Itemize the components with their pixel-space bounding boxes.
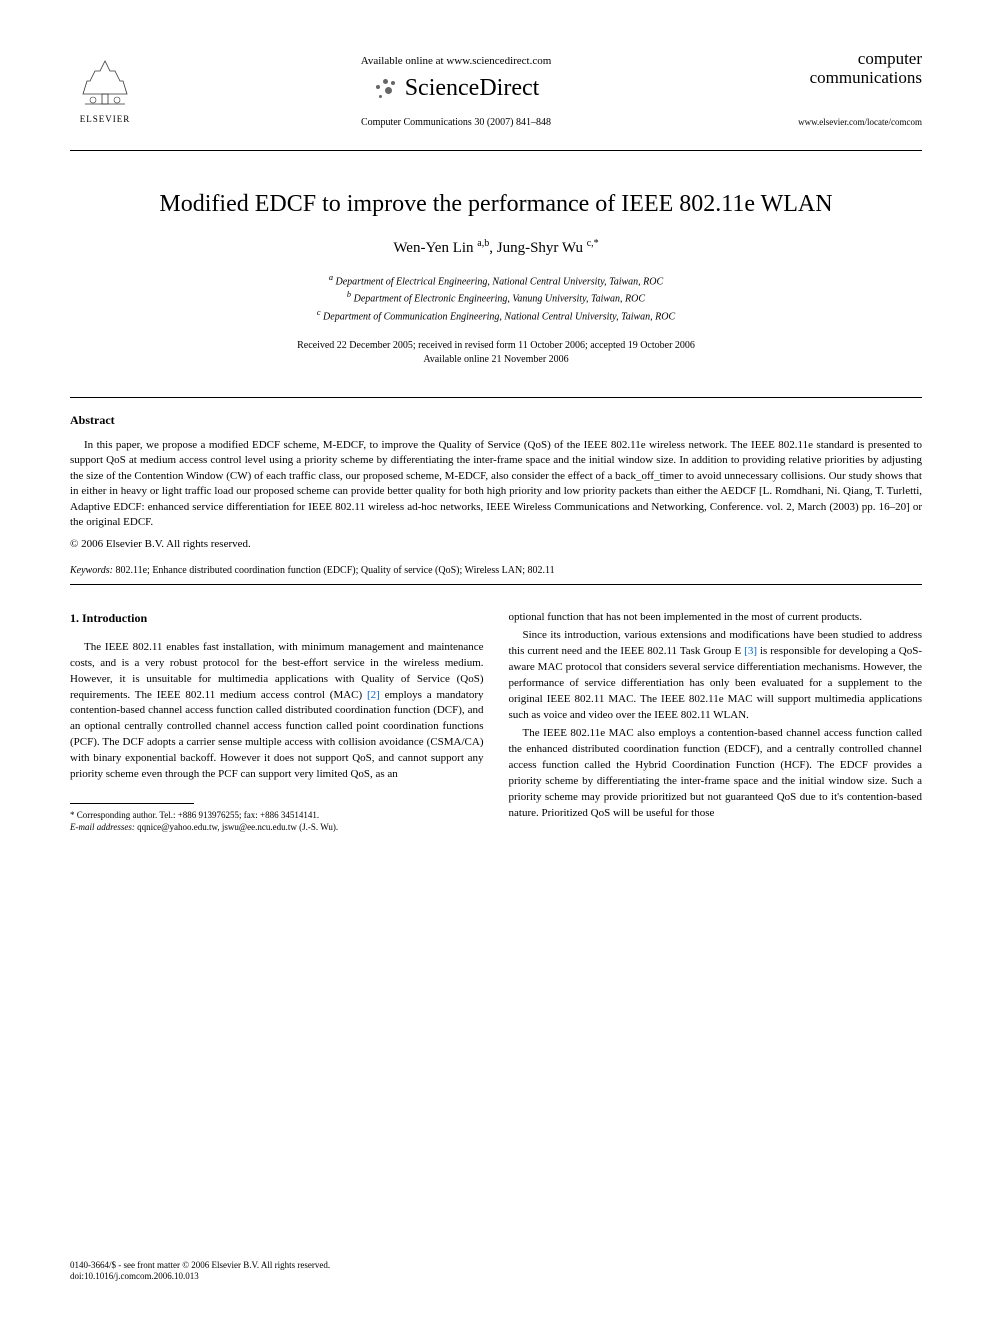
keywords-text: 802.11e; Enhance distributed coordinatio…	[113, 565, 555, 576]
para-3: Since its introduction, various extensio…	[509, 628, 923, 724]
footnote-divider	[70, 803, 194, 804]
elsevier-tree-icon	[75, 56, 135, 111]
journal-logo: computer communications www.elsevier.com…	[772, 50, 922, 127]
ref-link-3[interactable]: [3]	[744, 645, 757, 657]
author-2-sup: c,*	[587, 238, 599, 249]
keywords-label: Keywords:	[70, 565, 113, 576]
abstract-text: In this paper, we propose a modified EDC…	[70, 438, 922, 530]
citation-text: Computer Communications 30 (2007) 841–84…	[140, 117, 772, 128]
footnote-email: E-mail addresses: qqnice@yahoo.edu.tw, j…	[70, 822, 484, 834]
elsevier-logo: ELSEVIER	[70, 50, 140, 130]
para-1: The IEEE 802.11 enables fast installatio…	[70, 640, 484, 783]
article-title: Modified EDCF to improve the performance…	[70, 191, 922, 218]
section-1-heading: 1. Introduction	[70, 610, 484, 627]
available-online-text: Available online at www.sciencedirect.co…	[140, 55, 772, 67]
author-1: Wen-Yen Lin	[393, 240, 477, 256]
authors: Wen-Yen Lin a,b, Jung-Shyr Wu c,*	[70, 238, 922, 257]
para-4: The IEEE 802.11e MAC also employs a cont…	[509, 726, 923, 822]
footnote-corresponding: * Corresponding author. Tel.: +886 91397…	[70, 810, 484, 822]
footer-line2: doi:10.1016/j.comcom.2006.10.013	[70, 1271, 330, 1283]
ref-link-2[interactable]: [2]	[367, 689, 380, 701]
sciencedirect-icon	[373, 77, 397, 101]
header-divider	[70, 150, 922, 151]
center-header: Available online at www.sciencedirect.co…	[140, 50, 772, 128]
abstract-top-divider	[70, 397, 922, 398]
sciencedirect-brand: ScienceDirect	[140, 75, 772, 102]
footer-line1: 0140-3664/$ - see front matter © 2006 El…	[70, 1260, 330, 1272]
affiliation-c: c Department of Communication Engineerin…	[70, 307, 922, 324]
para-2: optional function that has not been impl…	[509, 610, 923, 626]
author-sep: , Jung-Shyr Wu	[489, 240, 586, 256]
right-column: optional function that has not been impl…	[509, 610, 923, 833]
page-footer: 0140-3664/$ - see front matter © 2006 El…	[70, 1260, 330, 1283]
affiliations: a Department of Electrical Engineering, …	[70, 272, 922, 324]
dates: Received 22 December 2005; received in r…	[70, 339, 922, 367]
affiliation-a: a Department of Electrical Engineering, …	[70, 272, 922, 289]
dates-received: Received 22 December 2005; received in r…	[70, 339, 922, 353]
keywords: Keywords: 802.11e; Enhance distributed c…	[70, 565, 922, 576]
keywords-divider	[70, 584, 922, 585]
sciencedirect-text: ScienceDirect	[405, 75, 540, 102]
body-columns: 1. Introduction The IEEE 802.11 enables …	[70, 610, 922, 833]
dates-online: Available online 21 November 2006	[70, 353, 922, 367]
abstract-copyright: © 2006 Elsevier B.V. All rights reserved…	[70, 538, 922, 550]
journal-url: www.elsevier.com/locate/comcom	[772, 117, 922, 127]
author-1-sup: a,b	[477, 238, 489, 249]
left-column: 1. Introduction The IEEE 802.11 enables …	[70, 610, 484, 833]
affiliation-b: b Department of Electronic Engineering, …	[70, 289, 922, 306]
header-row: ELSEVIER Available online at www.science…	[70, 50, 922, 130]
elsevier-label: ELSEVIER	[80, 114, 131, 124]
abstract-heading: Abstract	[70, 413, 922, 428]
journal-name-line1: computer	[772, 50, 922, 69]
journal-name-line2: communications	[772, 69, 922, 88]
